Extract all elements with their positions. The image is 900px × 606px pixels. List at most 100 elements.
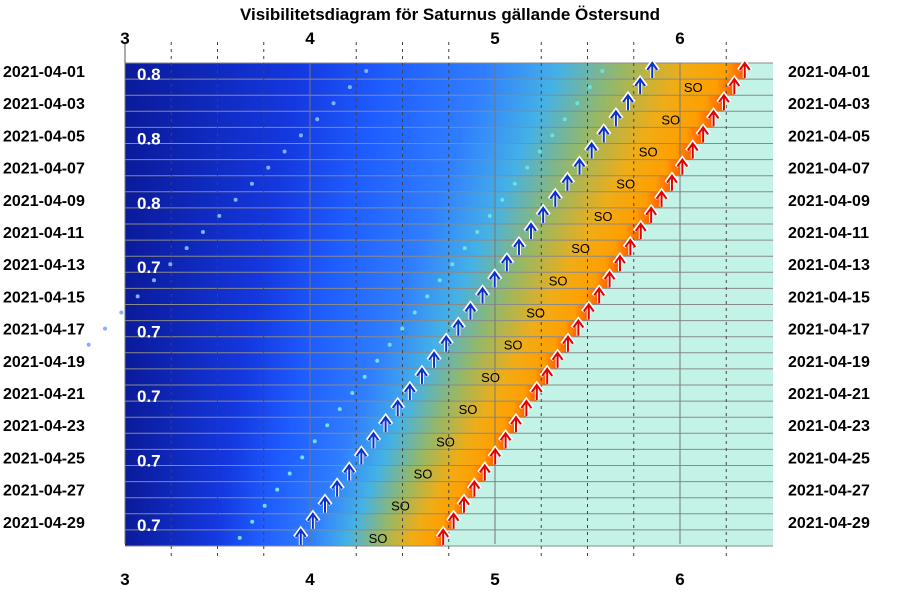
dot-marker [400, 326, 405, 331]
dot-marker [315, 117, 320, 122]
sunrise-label: SO [504, 338, 523, 353]
date-label-left: 2021-04-15 [3, 289, 85, 306]
sky-band [125, 497, 464, 515]
daylight-band [547, 368, 773, 386]
x-axis-bottom: 3 4 5 6 [120, 570, 684, 589]
dot-marker [525, 165, 530, 170]
dot-marker [337, 407, 342, 412]
dot-marker [450, 262, 455, 267]
sunrise-label: SO [661, 112, 680, 127]
date-label-left: 2021-04-03 [3, 96, 85, 113]
x-tick-label: 3 [120, 29, 129, 48]
planet-rise-arrow [317, 493, 333, 513]
magnitude-label: 0.7 [137, 323, 161, 342]
planet-rise-arrow [487, 267, 503, 288]
dot-marker [537, 149, 542, 154]
daylight-band [453, 513, 773, 531]
sunrise-arrow [591, 284, 607, 304]
daylight-band [723, 95, 773, 112]
date-label-right: 2021-04-13 [788, 257, 870, 274]
planet-rise-arrow [402, 380, 418, 400]
date-label-left: 2021-04-19 [3, 354, 85, 371]
dot-marker [347, 85, 352, 90]
planet-rise-arrow [462, 300, 479, 320]
chart-title: Visibilitetsdiagram för Saturnus gälland… [240, 5, 660, 24]
date-label-right: 2021-04-05 [788, 128, 870, 145]
sky-band [125, 224, 641, 241]
sunrise-label: SO [459, 402, 478, 417]
sunrise-label: SO [436, 434, 455, 449]
sunrise-arrow [633, 219, 649, 239]
sky-band [125, 240, 631, 257]
sky-band [125, 256, 620, 273]
sunrise-arrow [445, 509, 462, 529]
x-tick-label: 5 [490, 570, 499, 589]
sky-band [125, 336, 568, 354]
dot-marker [462, 246, 467, 251]
dot-marker [325, 423, 330, 428]
sky-band [125, 529, 444, 547]
dot-marker [425, 294, 430, 299]
sunrise-label: SO [481, 370, 500, 385]
sky-band [125, 63, 745, 80]
date-label-right: 2021-04-25 [788, 450, 870, 467]
dot-marker [249, 181, 254, 186]
sunrise-label: SO [684, 80, 703, 95]
sky-band [125, 288, 600, 305]
sunrise-arrow [549, 348, 566, 368]
planet-rise-arrow [365, 428, 382, 449]
date-label-right: 2021-04-19 [788, 354, 870, 371]
planet-rise-arrow [329, 477, 345, 497]
dot-marker [200, 230, 205, 234]
dot-marker [600, 69, 605, 73]
sky-band [125, 272, 610, 289]
daylight-band [661, 191, 773, 209]
daylight-band [536, 385, 773, 402]
sunrise-arrow [643, 203, 659, 223]
planet-rise-arrow [390, 396, 406, 417]
dot-marker [500, 197, 505, 202]
sky-band [125, 79, 735, 96]
sunrise-arrow [726, 74, 742, 95]
dot-marker [217, 213, 222, 218]
sunrise-arrow [705, 106, 722, 127]
date-label-left: 2021-04-29 [3, 515, 85, 532]
sunrise-arrow [570, 316, 586, 336]
date-label-right: 2021-04-29 [788, 515, 870, 532]
sunrise-arrow [487, 445, 503, 465]
magnitude-label: 0.8 [137, 194, 161, 213]
planet-rise-arrow [450, 316, 466, 336]
date-label-left: 2021-04-23 [3, 418, 85, 435]
sky-band [125, 95, 724, 112]
sunrise-arrow [539, 364, 555, 384]
sunrise-arrow [581, 300, 597, 320]
planet-rise-arrow [474, 284, 491, 304]
sky-band [125, 385, 537, 402]
sunrise-arrow [653, 187, 670, 207]
sky-band [125, 481, 475, 499]
dot-marker [233, 197, 238, 202]
sunrise-arrow [664, 171, 680, 191]
daylight-band [734, 79, 773, 96]
sunrise-arrow [466, 477, 482, 497]
sunrise-arrow [695, 123, 711, 143]
date-label-right: 2021-04-17 [788, 322, 870, 339]
planet-rise-arrow [377, 412, 394, 433]
date-label-right: 2021-04-03 [788, 96, 870, 113]
planet-rise-arrow [620, 90, 636, 111]
sky-band [125, 207, 652, 225]
x-axis-top: 3 4 5 6 [120, 29, 684, 48]
dot-marker [250, 519, 255, 524]
sunrise-arrow [508, 412, 524, 433]
sky-band [125, 175, 672, 193]
daylight-band [588, 304, 773, 322]
planet-rise-arrow [293, 525, 309, 545]
date-label-left: 2021-04-01 [3, 64, 85, 81]
sunrise-label: SO [594, 209, 613, 224]
daylight-band [703, 127, 773, 144]
x-tick-label: 6 [675, 570, 684, 589]
dot-marker [275, 487, 280, 492]
planet-rise-arrow [305, 509, 321, 529]
planet-rise-arrow [608, 106, 624, 127]
daylight-band [599, 288, 773, 305]
